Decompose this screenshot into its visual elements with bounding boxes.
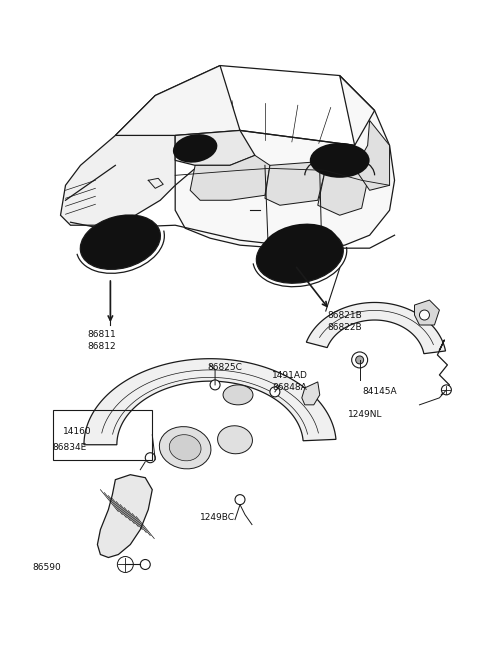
Text: 86590: 86590 bbox=[33, 563, 61, 572]
Text: 86821B: 86821B bbox=[328, 310, 362, 319]
Circle shape bbox=[352, 352, 368, 368]
Polygon shape bbox=[302, 382, 320, 405]
Polygon shape bbox=[60, 96, 175, 225]
Circle shape bbox=[442, 385, 451, 395]
Ellipse shape bbox=[173, 134, 217, 163]
Polygon shape bbox=[97, 475, 152, 558]
Polygon shape bbox=[175, 131, 255, 165]
Polygon shape bbox=[415, 300, 439, 325]
Ellipse shape bbox=[310, 143, 370, 178]
Text: 86811: 86811 bbox=[87, 331, 116, 340]
Ellipse shape bbox=[261, 224, 338, 271]
Ellipse shape bbox=[86, 215, 155, 259]
Ellipse shape bbox=[223, 385, 253, 405]
Text: 14160: 14160 bbox=[62, 427, 91, 436]
Text: 1249NL: 1249NL bbox=[348, 410, 382, 419]
Polygon shape bbox=[355, 121, 390, 190]
Text: 86812: 86812 bbox=[87, 342, 116, 352]
Text: 86822B: 86822B bbox=[328, 323, 362, 331]
Text: 84145A: 84145A bbox=[363, 387, 397, 396]
Ellipse shape bbox=[169, 435, 201, 461]
Ellipse shape bbox=[256, 227, 343, 283]
Circle shape bbox=[210, 380, 220, 390]
Circle shape bbox=[270, 387, 280, 397]
Ellipse shape bbox=[100, 228, 141, 256]
Ellipse shape bbox=[159, 426, 211, 469]
Polygon shape bbox=[318, 169, 368, 215]
Ellipse shape bbox=[80, 215, 160, 270]
Polygon shape bbox=[175, 75, 395, 248]
Polygon shape bbox=[115, 66, 240, 135]
Text: 86834E: 86834E bbox=[52, 443, 87, 452]
Text: 86825C: 86825C bbox=[207, 363, 242, 373]
Text: 1249BC: 1249BC bbox=[200, 513, 235, 522]
Ellipse shape bbox=[217, 426, 252, 454]
Ellipse shape bbox=[277, 241, 322, 270]
Circle shape bbox=[420, 310, 430, 320]
Circle shape bbox=[235, 495, 245, 504]
Circle shape bbox=[145, 453, 155, 462]
Circle shape bbox=[140, 560, 150, 569]
Text: 86848A: 86848A bbox=[272, 383, 307, 392]
Polygon shape bbox=[84, 359, 336, 445]
Polygon shape bbox=[190, 155, 270, 200]
Polygon shape bbox=[265, 162, 325, 205]
Bar bbox=[52, 410, 152, 460]
Text: 1491AD: 1491AD bbox=[272, 371, 308, 380]
Circle shape bbox=[356, 356, 364, 364]
Polygon shape bbox=[306, 302, 445, 354]
